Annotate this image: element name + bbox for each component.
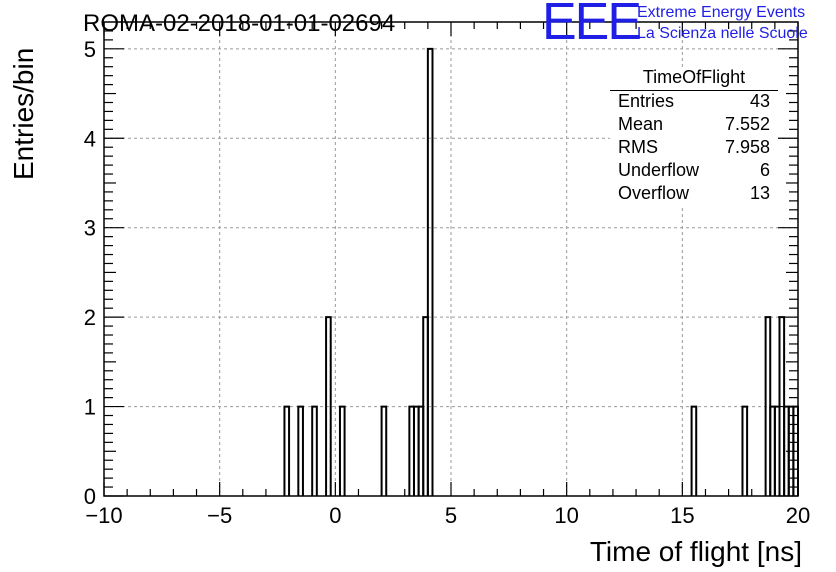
stats-value: 7.958 — [724, 137, 770, 157]
histogram-bin — [297, 405, 304, 496]
y-tick-label: 2 — [84, 305, 96, 330]
y-tick-label: 1 — [84, 395, 96, 420]
stats-label: RMS — [618, 137, 658, 157]
y-tick-label: 4 — [84, 126, 96, 151]
stats-row-rms: RMS 7.958 — [618, 137, 770, 160]
x-tick-label: 15 — [670, 503, 694, 528]
stats-value: 13 — [749, 183, 770, 203]
stats-label: Mean — [618, 114, 664, 134]
stats-divider — [610, 90, 778, 91]
stats-label: Entries — [618, 91, 675, 111]
histogram-bin — [426, 47, 434, 496]
y-tick-label: 0 — [84, 484, 96, 509]
tick-labels: −10 −5 0 5 10 15 20 0 1 2 3 4 5 — [84, 37, 810, 528]
histogram-bin — [311, 405, 318, 496]
logo-tagline-1: Extreme Energy Events — [637, 4, 806, 21]
chart-title: ROMA-02-2018-01-01-02694 — [83, 10, 396, 37]
x-tick-label: −5 — [207, 503, 232, 528]
y-axis-label: Entries/bin — [8, 47, 39, 180]
stats-value: 6 — [759, 160, 770, 180]
stats-value: 43 — [749, 91, 770, 111]
x-tick-label: 0 — [329, 503, 341, 528]
x-tick-label: 5 — [445, 503, 457, 528]
eee-logo: EEE — [542, 0, 642, 51]
grid-layer — [104, 22, 798, 496]
stats-row-overflow: Overflow 13 — [618, 183, 770, 206]
x-tick-label: −10 — [85, 503, 122, 528]
axis-ticks — [103, 22, 799, 497]
histogram-bin — [741, 405, 749, 496]
stats-box: TimeOfFlight Entries 43 Mean 7.552 RMS 7… — [610, 67, 778, 207]
x-axis-label: Time of flight [ns] — [589, 536, 802, 567]
stats-value: 7.552 — [724, 114, 770, 134]
stats-row-entries: Entries 43 — [618, 91, 770, 114]
stats-row-underflow: Underflow 6 — [618, 160, 770, 183]
stats-label: Overflow — [618, 183, 690, 203]
y-tick-label: 5 — [84, 37, 96, 62]
logo-tagline-2: La Scienza nelle Scuole — [637, 25, 808, 42]
histogram-bin — [338, 405, 346, 496]
histogram-bin — [690, 405, 698, 496]
y-tick-label: 3 — [84, 216, 96, 241]
histogram-bin — [325, 316, 332, 496]
histogram-bin — [380, 405, 388, 496]
x-tick-label: 10 — [554, 503, 578, 528]
stats-title: TimeOfFlight — [642, 67, 746, 87]
stats-row-mean: Mean 7.552 — [618, 114, 770, 137]
x-tick-label: 20 — [786, 503, 810, 528]
histogram-bin — [283, 405, 291, 496]
stats-label: Underflow — [618, 160, 700, 180]
